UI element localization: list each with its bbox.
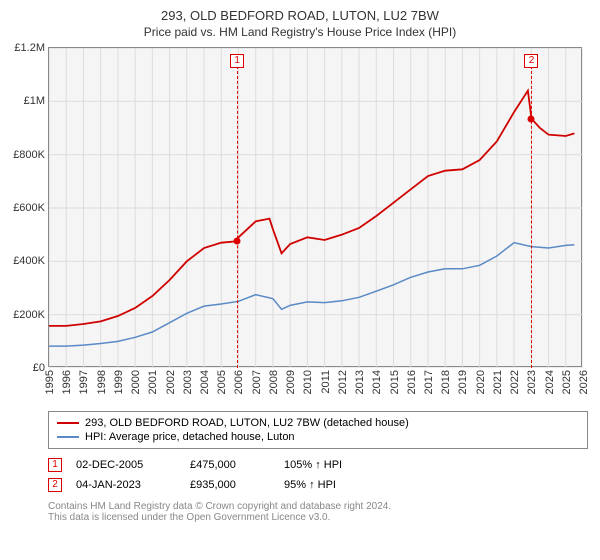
xtick-label: 2021 (492, 370, 504, 394)
xtick-label: 2015 (389, 370, 401, 394)
ytick-label: £400K (13, 255, 45, 267)
sale-price: £935,000 (190, 479, 270, 491)
sale-dot (528, 115, 535, 122)
legend-label: HPI: Average price, detached house, Luto… (85, 431, 295, 443)
xtick-label: 2003 (182, 370, 194, 394)
xtick-label: 2017 (423, 370, 435, 394)
sale-marker-line (531, 61, 532, 368)
xtick-label: 2018 (440, 370, 452, 394)
line-chart: £0£200K£400K£600K£800K£1M£1.2M1995199619… (48, 47, 582, 367)
sale-marker-ref: 2 (48, 478, 62, 492)
legend-swatch (57, 436, 79, 438)
xtick-label: 2000 (130, 370, 142, 394)
sale-price: £475,000 (190, 459, 270, 471)
legend-label: 293, OLD BEDFORD ROAD, LUTON, LU2 7BW (d… (85, 417, 409, 429)
chart-title: 293, OLD BEDFORD ROAD, LUTON, LU2 7BW (12, 8, 588, 23)
xtick-label: 2001 (147, 370, 159, 394)
xtick-label: 1999 (113, 370, 125, 394)
sale-row: 2 04-JAN-2023 £935,000 95% ↑ HPI (48, 475, 588, 495)
footer-line: Contains HM Land Registry data © Crown c… (48, 501, 588, 512)
chart-svg (49, 48, 583, 368)
ytick-label: £800K (13, 149, 45, 161)
footer-line: This data is licensed under the Open Gov… (48, 512, 588, 523)
ytick-label: £1.2M (14, 42, 45, 54)
sale-pct: 105% ↑ HPI (284, 459, 364, 471)
xtick-label: 2010 (302, 370, 314, 394)
xtick-label: 2014 (371, 370, 383, 394)
xtick-label: 2008 (268, 370, 280, 394)
chart-subtitle: Price paid vs. HM Land Registry's House … (12, 25, 588, 39)
ytick-label: £600K (13, 202, 45, 214)
xtick-label: 1996 (61, 370, 73, 394)
sale-pct: 95% ↑ HPI (284, 479, 364, 491)
xtick-label: 2016 (406, 370, 418, 394)
sale-row: 1 02-DEC-2005 £475,000 105% ↑ HPI (48, 455, 588, 475)
xtick-label: 2004 (199, 370, 211, 394)
ytick-label: £200K (13, 309, 45, 321)
legend: 293, OLD BEDFORD ROAD, LUTON, LU2 7BW (d… (48, 411, 588, 449)
footer-attribution: Contains HM Land Registry data © Crown c… (48, 501, 588, 523)
sale-marker-line (237, 61, 238, 368)
xtick-label: 2012 (337, 370, 349, 394)
xtick-label: 2006 (233, 370, 245, 394)
xtick-label: 1997 (78, 370, 90, 394)
xtick-label: 2022 (509, 370, 521, 394)
sale-date: 02-DEC-2005 (76, 459, 176, 471)
sale-date: 04-JAN-2023 (76, 479, 176, 491)
xtick-label: 2023 (526, 370, 538, 394)
xtick-label: 2011 (320, 370, 332, 394)
xtick-label: 2013 (354, 370, 366, 394)
sale-marker-label: 1 (230, 54, 244, 68)
xtick-label: 2005 (216, 370, 228, 394)
xtick-label: 2019 (457, 370, 469, 394)
xtick-label: 1995 (44, 370, 56, 394)
sale-dot (234, 238, 241, 245)
sale-marker-label: 2 (524, 54, 538, 68)
xtick-label: 1998 (96, 370, 108, 394)
sale-marker-ref: 1 (48, 458, 62, 472)
xtick-label: 2025 (561, 370, 573, 394)
xtick-label: 2024 (544, 370, 556, 394)
xtick-label: 2026 (578, 370, 590, 394)
xtick-label: 2009 (285, 370, 297, 394)
sales-table: 1 02-DEC-2005 £475,000 105% ↑ HPI2 04-JA… (48, 455, 588, 495)
legend-item: 293, OLD BEDFORD ROAD, LUTON, LU2 7BW (d… (57, 416, 579, 430)
legend-item: HPI: Average price, detached house, Luto… (57, 430, 579, 444)
xtick-label: 2007 (251, 370, 263, 394)
xtick-label: 2020 (475, 370, 487, 394)
ytick-label: £1M (24, 95, 45, 107)
xtick-label: 2002 (165, 370, 177, 394)
legend-swatch (57, 422, 79, 424)
